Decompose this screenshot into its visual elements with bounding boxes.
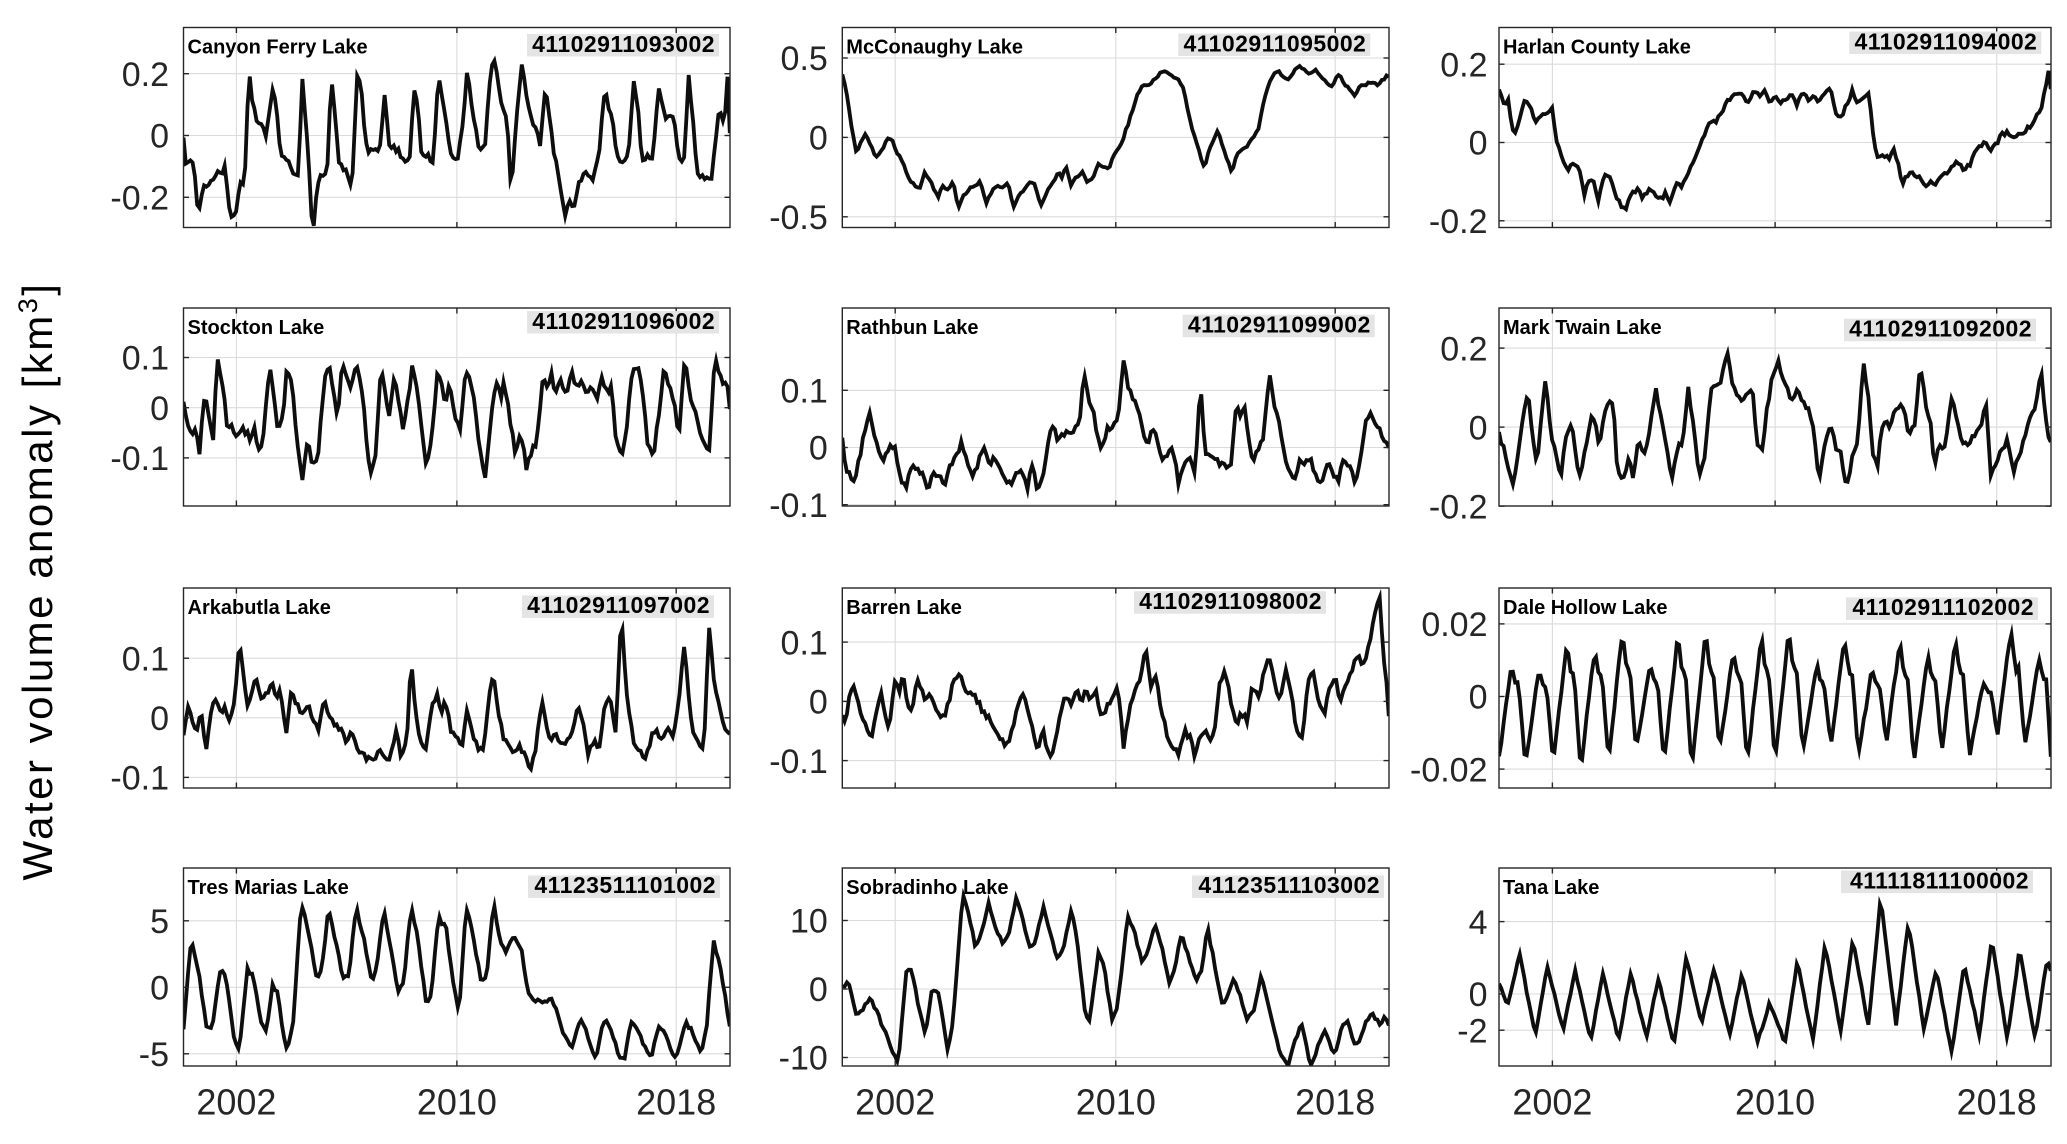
svg-text:41102911094002: 41102911094002 (1854, 28, 2037, 54)
svg-text:-10: -10 (779, 1040, 828, 1078)
svg-text:-0.02: -0.02 (1410, 751, 1488, 789)
svg-text:41123511103002: 41123511103002 (1198, 872, 1380, 898)
svg-text:Dale Hollow Lake: Dale Hollow Lake (1503, 597, 1668, 619)
svg-text:41102911098002: 41102911098002 (1139, 588, 1322, 614)
svg-text:Mark Twain Lake: Mark Twain Lake (1503, 317, 1662, 339)
svg-text:-0.1: -0.1 (769, 487, 828, 525)
svg-text:-0.2: -0.2 (1429, 488, 1488, 526)
svg-text:-5: -5 (139, 1036, 169, 1074)
svg-text:2002: 2002 (855, 1082, 935, 1123)
svg-text:2010: 2010 (417, 1082, 497, 1123)
svg-text:Barren Lake: Barren Lake (846, 597, 962, 619)
svg-text:2002: 2002 (196, 1082, 276, 1123)
svg-text:0.2: 0.2 (1440, 46, 1487, 84)
svg-text:0.02: 0.02 (1421, 606, 1487, 644)
svg-text:-0.1: -0.1 (110, 440, 169, 478)
svg-text:-2: -2 (1457, 1012, 1487, 1050)
svg-text:0: 0 (1469, 409, 1488, 447)
svg-text:0.5: 0.5 (781, 40, 828, 78)
svg-text:2010: 2010 (1735, 1082, 1815, 1123)
svg-text:-0.1: -0.1 (110, 760, 169, 798)
svg-text:Canyon Ferry Lake: Canyon Ferry Lake (188, 37, 368, 59)
svg-text:McConaughy Lake: McConaughy Lake (846, 37, 1023, 59)
svg-text:0.1: 0.1 (781, 373, 828, 411)
svg-text:Stockton Lake: Stockton Lake (188, 317, 325, 339)
svg-text:2018: 2018 (1957, 1082, 2037, 1123)
svg-text:0.1: 0.1 (122, 640, 169, 678)
svg-text:0: 0 (809, 684, 828, 722)
svg-text:Sobradinho Lake: Sobradinho Lake (846, 877, 1008, 899)
svg-text:5: 5 (150, 903, 169, 941)
svg-text:4: 4 (1469, 904, 1488, 942)
svg-text:0: 0 (1469, 976, 1488, 1014)
svg-text:2010: 2010 (1076, 1082, 1156, 1123)
svg-text:Tana Lake: Tana Lake (1503, 877, 1599, 899)
svg-text:0: 0 (150, 390, 169, 428)
svg-text:-0.1: -0.1 (769, 743, 828, 781)
svg-text:2002: 2002 (1512, 1082, 1592, 1123)
svg-text:41102911096002: 41102911096002 (532, 308, 715, 334)
svg-text:2018: 2018 (1295, 1082, 1375, 1123)
svg-text:0.2: 0.2 (122, 56, 169, 94)
svg-text:41102911097002: 41102911097002 (527, 592, 710, 618)
svg-text:0: 0 (809, 120, 828, 158)
svg-text:-0.2: -0.2 (1429, 203, 1488, 241)
svg-text:41102911099002: 41102911099002 (1188, 312, 1371, 338)
svg-text:Water volume anomaly [km3]: Water volume anomaly [km3] (13, 282, 61, 881)
svg-text:-0.5: -0.5 (769, 199, 828, 237)
svg-text:-0.2: -0.2 (110, 180, 169, 218)
svg-text:Harlan County Lake: Harlan County Lake (1503, 37, 1691, 59)
svg-text:10: 10 (790, 903, 828, 941)
svg-text:0: 0 (809, 971, 828, 1009)
svg-text:41102911102002: 41102911102002 (1852, 594, 2034, 620)
svg-text:0: 0 (150, 700, 169, 738)
svg-text:Tres Marias Lake: Tres Marias Lake (188, 877, 349, 899)
svg-text:0: 0 (1469, 679, 1488, 717)
svg-text:0.2: 0.2 (1440, 330, 1487, 368)
svg-text:0: 0 (150, 970, 169, 1008)
svg-text:41123511101002: 41123511101002 (534, 872, 716, 898)
svg-text:41102911093002: 41102911093002 (532, 31, 715, 57)
svg-text:2018: 2018 (636, 1082, 716, 1123)
svg-text:0: 0 (809, 430, 828, 468)
svg-text:Arkabutla Lake: Arkabutla Lake (188, 597, 331, 619)
svg-text:41102911095002: 41102911095002 (1183, 30, 1366, 56)
svg-text:0: 0 (150, 118, 169, 156)
svg-text:41102911092002: 41102911092002 (1849, 316, 2032, 342)
svg-text:0: 0 (1469, 125, 1488, 163)
svg-text:0.1: 0.1 (122, 340, 169, 378)
svg-text:Rathbun Lake: Rathbun Lake (846, 317, 978, 339)
svg-text:41111811100002: 41111811100002 (1850, 867, 2029, 893)
svg-text:0.1: 0.1 (781, 624, 828, 662)
